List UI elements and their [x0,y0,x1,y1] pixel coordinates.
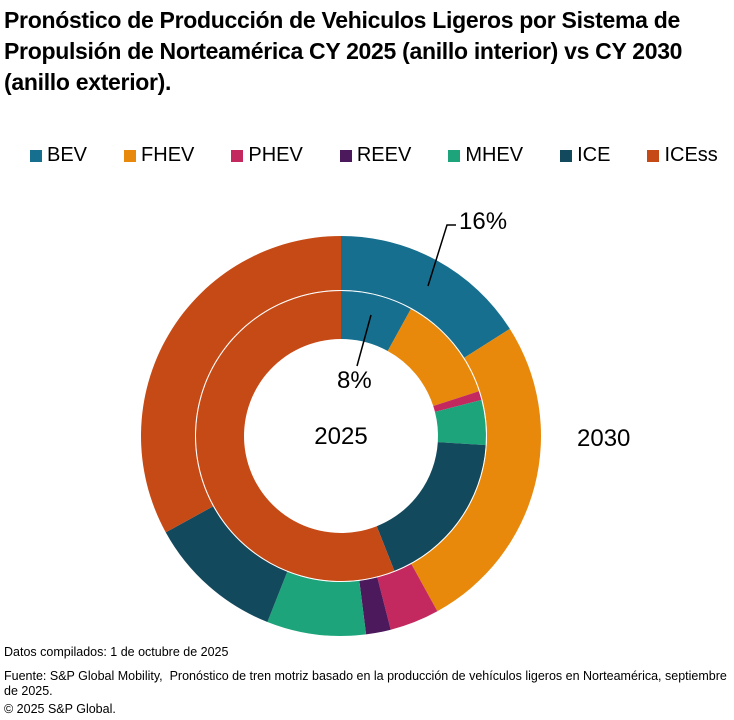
legend-swatch-ice [560,149,573,162]
data-compiled-note: Datos compilados: 1 de octubre de 2025 [4,645,229,659]
chart-title: Pronóstico de Producción de Vehiculos Li… [4,7,683,95]
segment-2025-mhev [434,399,486,446]
legend-label-bev: BEV [47,144,88,166]
source-note: Fuente: S&P Global Mobility, Pronóstico … [4,669,731,698]
segment-2030-phev [377,563,438,630]
segment-2030-ice [165,506,288,622]
outer-ring-year-label: 2030 [577,425,631,452]
legend-swatch-bev [30,149,42,162]
legend-swatch-mhev [448,149,461,162]
nested-donut-chart: 16% 8% 2025 2030 [0,180,734,650]
legend-swatch-phev [231,149,244,162]
legend-item-icess: ICEss [647,144,718,167]
segment-2030-bev [341,236,510,358]
callout-line-outer-bev [427,224,456,287]
legend-item-bev: BEV [30,144,87,167]
segment-2025-ice [376,442,486,571]
donut-svg [141,224,542,636]
segment-2030-icess [141,236,341,533]
legend-label-mhev: MHEV [465,144,524,166]
inner-ring-year-label: 2025 [314,423,368,450]
legend-label-reev: REEV [356,144,412,166]
legend-item-phev: PHEV [231,144,303,167]
legend-label-phev: PHEV [248,144,303,166]
legend-swatch-icess [647,149,660,162]
segment-2025-fhev [387,308,479,407]
copyright-note: © 2025 S&P Global. [4,702,116,716]
callout-line-inner-bev [356,314,372,367]
legend-item-mhev: MHEV [448,144,523,167]
segment-2025-phev [433,391,482,412]
inner-bev-value-label: 8% [337,367,372,394]
segment-2030-reev [359,577,391,635]
ring-separator-line [195,290,487,582]
legend-item-ice: ICE [560,144,610,167]
legend-label-fhev: FHEV [141,144,195,166]
legend-item-fhev: FHEV [124,144,194,167]
legend-item-reev: REEV [339,144,412,167]
legend-swatch-reev [339,149,352,162]
segment-2030-fhev [411,328,542,612]
outer-bev-value-label: 16% [459,208,508,235]
legend-label-icess: ICEss [664,144,718,166]
legend: BEV FHEV PHEV REEV MHEV ICE ICEss [30,144,718,167]
legend-label-ice: ICE [577,144,611,166]
segment-2025-bev [341,291,411,351]
segment-2030-mhev [267,571,367,636]
segment-2025-icess [196,291,395,581]
legend-swatch-fhev [124,149,137,162]
